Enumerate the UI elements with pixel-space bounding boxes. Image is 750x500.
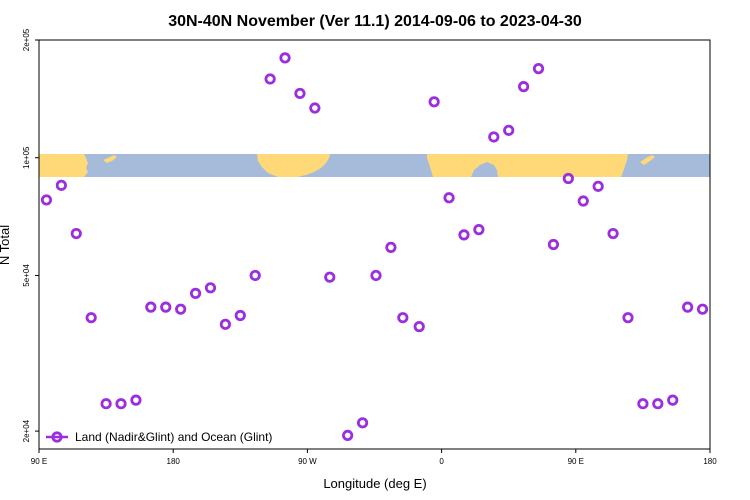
data-point	[40, 194, 53, 206]
chart-title: 30N-40N November (Ver 11.1) 2014-09-06 t…	[168, 13, 582, 30]
legend-label: Land (Nadir&Glint) and Ocean (Glint)	[75, 430, 272, 444]
data-point	[473, 224, 485, 236]
y-axis-title: N Total	[0, 225, 12, 265]
x-tick-label: 180	[167, 457, 181, 466]
legend: Land (Nadir&Glint) and Ocean (Glint)	[46, 430, 272, 444]
data-point	[682, 301, 694, 313]
data-point	[219, 318, 231, 330]
land-asia-west	[39, 154, 88, 177]
data-point	[667, 394, 679, 406]
data-point	[264, 73, 276, 85]
data-point	[309, 102, 321, 114]
data-point	[356, 417, 369, 429]
data-point	[577, 195, 589, 207]
y-tick-label: 2e+04	[22, 419, 31, 442]
x-tick-label: 180	[703, 457, 717, 466]
y-tick-label: 1e+05	[22, 146, 31, 169]
data-point	[385, 241, 397, 253]
data-point	[115, 398, 127, 410]
data-point	[547, 238, 560, 251]
data-point	[342, 429, 354, 442]
data-point	[562, 172, 574, 185]
data-point	[145, 301, 157, 313]
land-japan-east	[640, 155, 655, 165]
data-point	[160, 301, 172, 313]
data-point	[458, 229, 470, 241]
plot-frame	[38, 39, 711, 450]
data-point	[249, 269, 261, 282]
data-point	[696, 303, 709, 315]
data-point	[175, 303, 187, 315]
data-point	[204, 282, 217, 294]
data-point	[637, 398, 649, 410]
data-point	[279, 52, 291, 64]
data-point	[70, 227, 82, 240]
land-north-america	[257, 154, 330, 177]
data-point	[370, 269, 382, 282]
data-point	[592, 180, 604, 192]
x-tick-label: 90 W	[298, 457, 317, 466]
data-point	[100, 398, 112, 410]
data-point	[413, 321, 425, 333]
data-point	[428, 96, 440, 108]
land-japan	[103, 155, 117, 163]
x-axis-title: Longitude (deg E)	[323, 476, 426, 491]
data-point	[85, 312, 97, 324]
x-tick-label: 90 E	[31, 457, 47, 466]
legend-marker	[51, 431, 63, 443]
data-point	[443, 192, 455, 204]
data-point	[652, 398, 664, 410]
data-point	[324, 271, 336, 283]
y-tick-label: 5e+04	[22, 264, 31, 287]
data-point	[622, 312, 634, 324]
data-points	[40, 52, 709, 442]
data-point	[397, 312, 409, 324]
data-point	[518, 81, 530, 93]
data-point	[130, 394, 142, 406]
x-tick-label: 90 E	[568, 457, 584, 466]
world-map-strip	[39, 154, 710, 177]
data-point	[55, 179, 67, 191]
y-tick-label: 2e+05	[22, 28, 31, 51]
data-point	[294, 87, 306, 100]
data-point	[234, 309, 246, 322]
x-tick-label: 0	[439, 457, 444, 466]
data-point	[189, 287, 202, 299]
data-point	[503, 124, 515, 136]
data-point	[488, 131, 500, 143]
data-point	[607, 227, 619, 240]
land-europe-africa-asia	[427, 154, 628, 177]
axes: 90 E 180 90 W 0 90 E 180 2e+04 5e+04 1e+05 2e+05	[22, 28, 717, 466]
data-point	[532, 63, 545, 75]
